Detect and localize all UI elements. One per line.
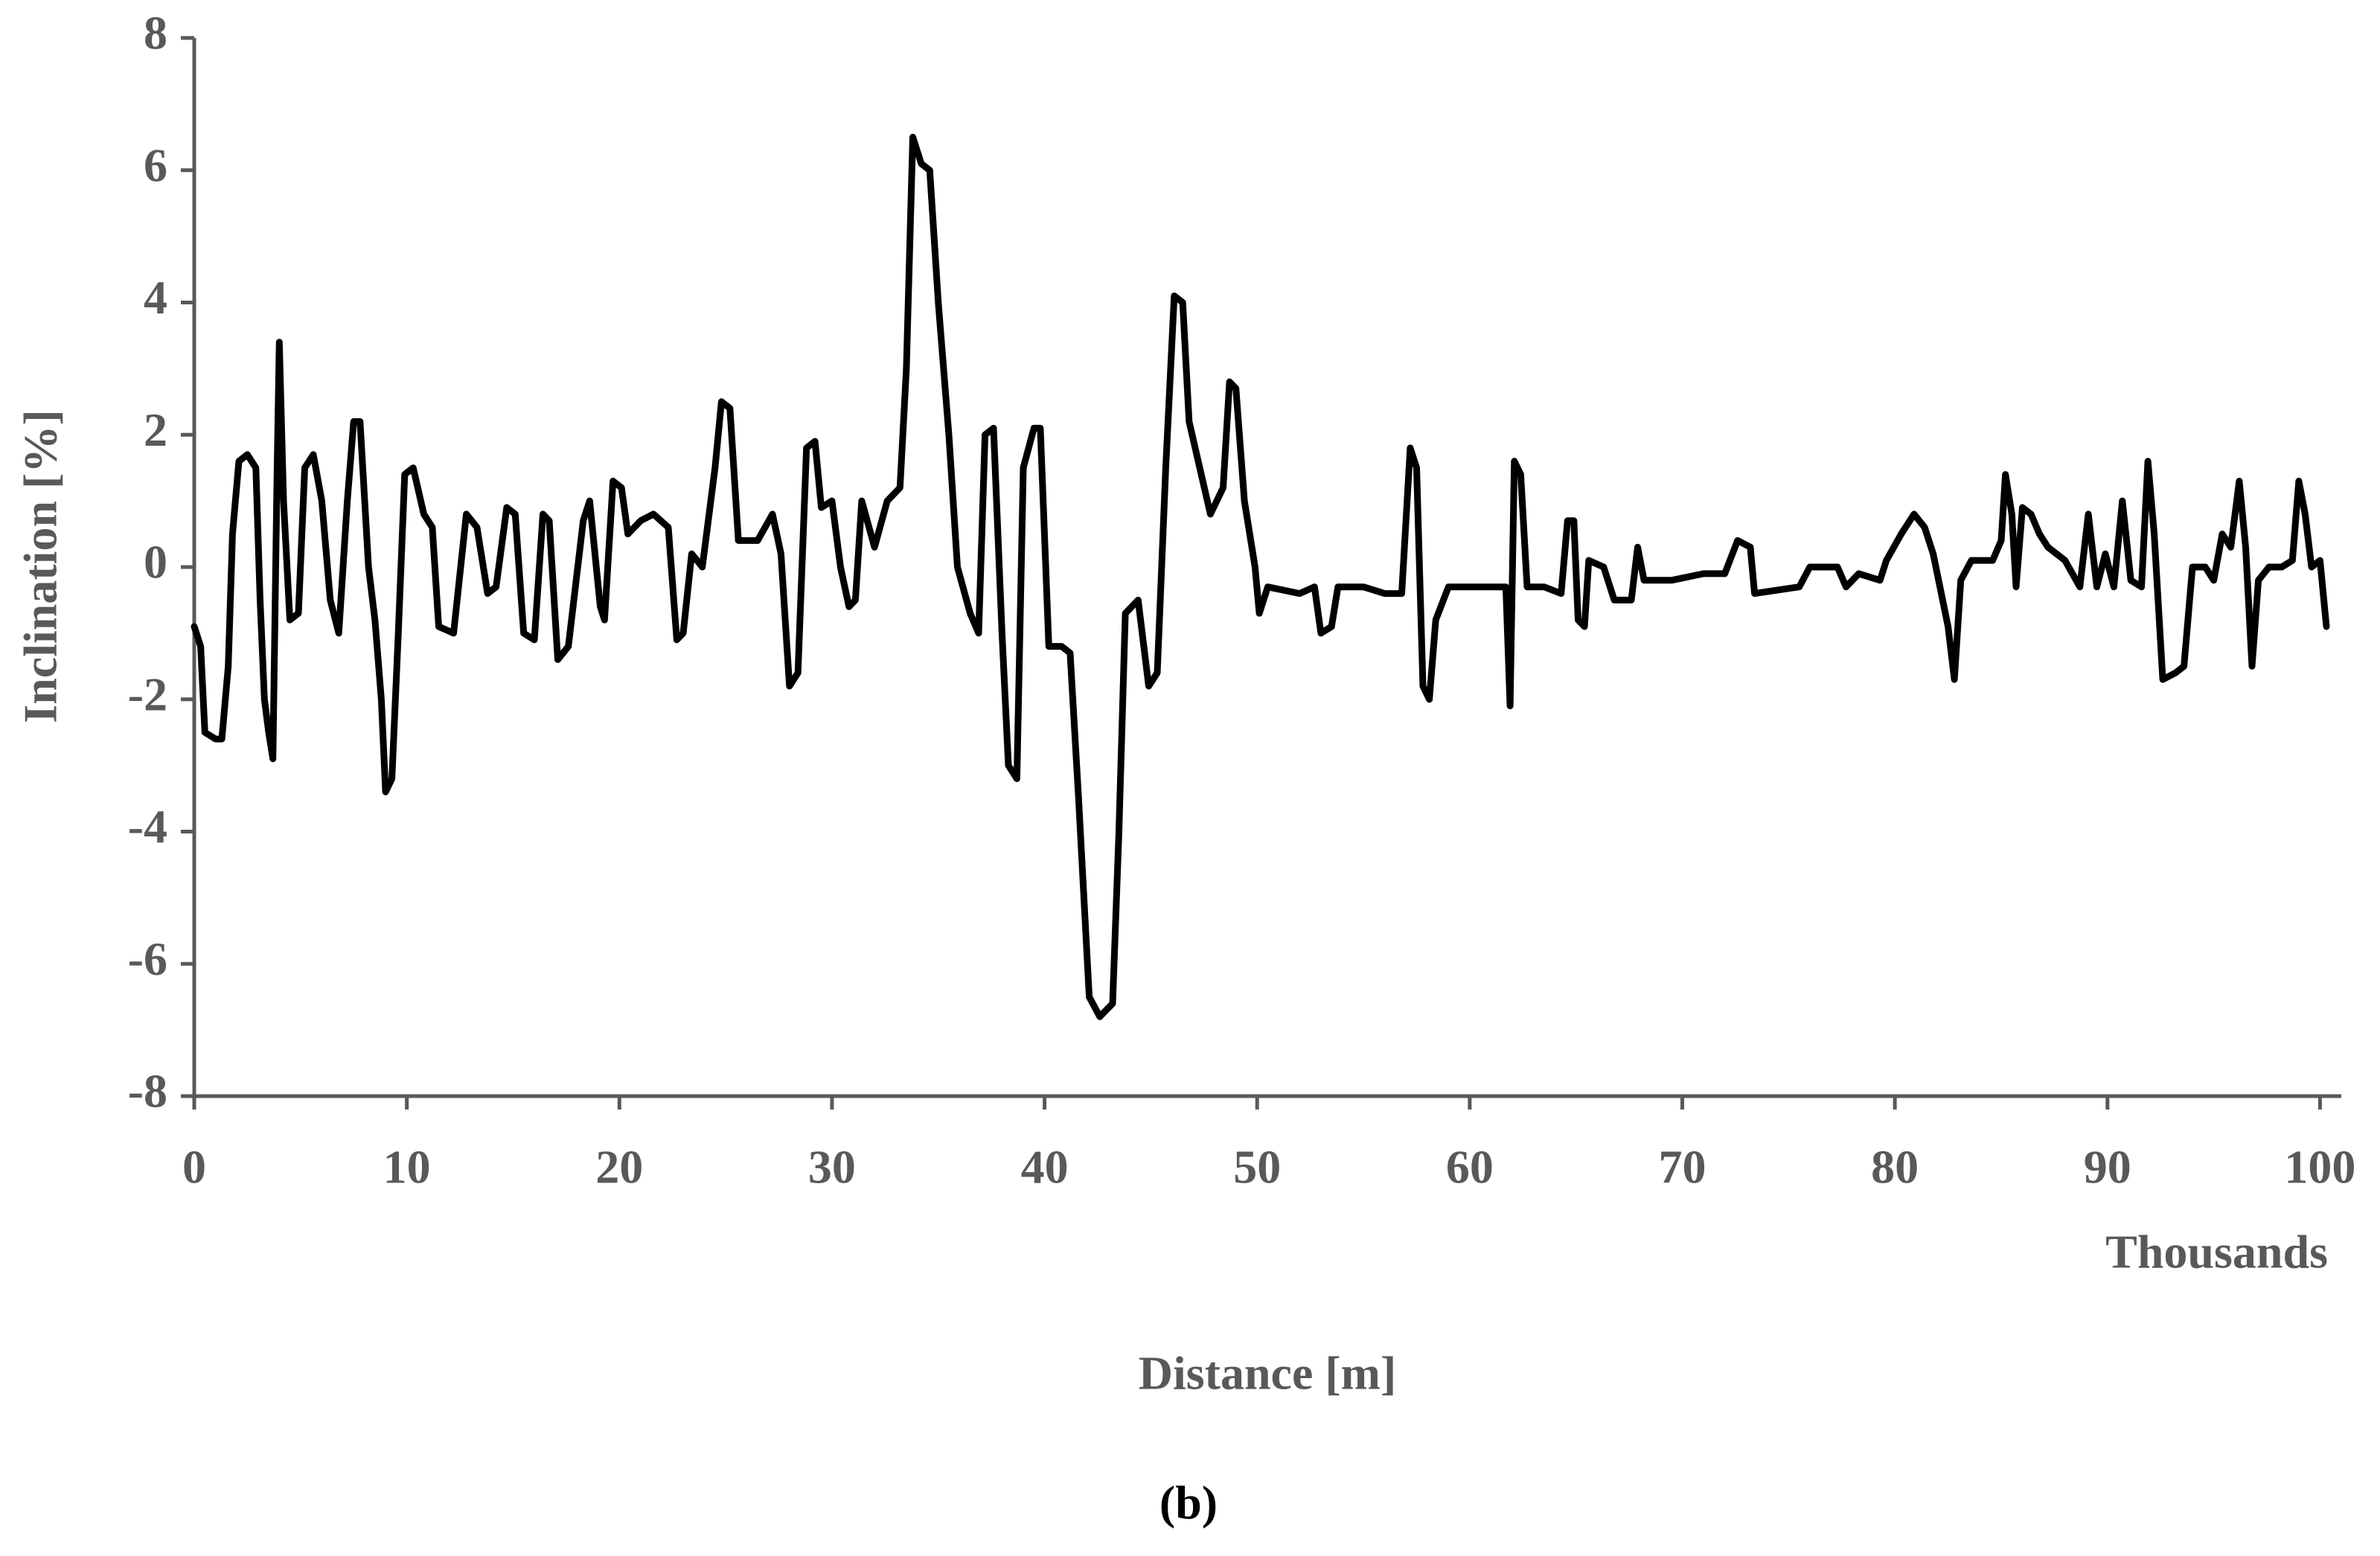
- y-tick-label: -8: [128, 1065, 167, 1118]
- x-tick-label: 20: [595, 1141, 643, 1194]
- y-tick-label: -2: [128, 667, 167, 720]
- x-tick-label: 90: [2084, 1141, 2131, 1194]
- x-tick-label: 40: [1021, 1141, 1069, 1194]
- x-tick-label: 80: [1871, 1141, 1919, 1194]
- x-tick-label: 0: [182, 1141, 206, 1194]
- data-line: [191, 133, 2330, 1020]
- x-tick-label: 10: [383, 1141, 431, 1194]
- y-tick-label: 4: [144, 271, 167, 324]
- y-tick-label: -4: [128, 800, 167, 853]
- x-tick-label: 50: [1233, 1141, 1281, 1194]
- x-tick-label: 70: [1659, 1141, 1706, 1194]
- x-tick-label: 30: [808, 1141, 856, 1194]
- x-axis-title: Distance [m]: [1139, 1347, 1397, 1400]
- y-tick-label: 6: [144, 138, 167, 191]
- y-tick-label: 2: [144, 403, 167, 456]
- x-tick-label: 60: [1446, 1141, 1494, 1194]
- y-axis-title: Inclination [%]: [14, 409, 67, 723]
- caption: (b): [1159, 1476, 1218, 1529]
- y-tick-label: 8: [144, 7, 167, 60]
- x-tick-label: 100: [2284, 1141, 2355, 1194]
- y-tick-label: -6: [128, 932, 167, 985]
- y-tick-label: 0: [144, 536, 167, 589]
- x-axis-unit: Thousands: [2105, 1226, 2328, 1278]
